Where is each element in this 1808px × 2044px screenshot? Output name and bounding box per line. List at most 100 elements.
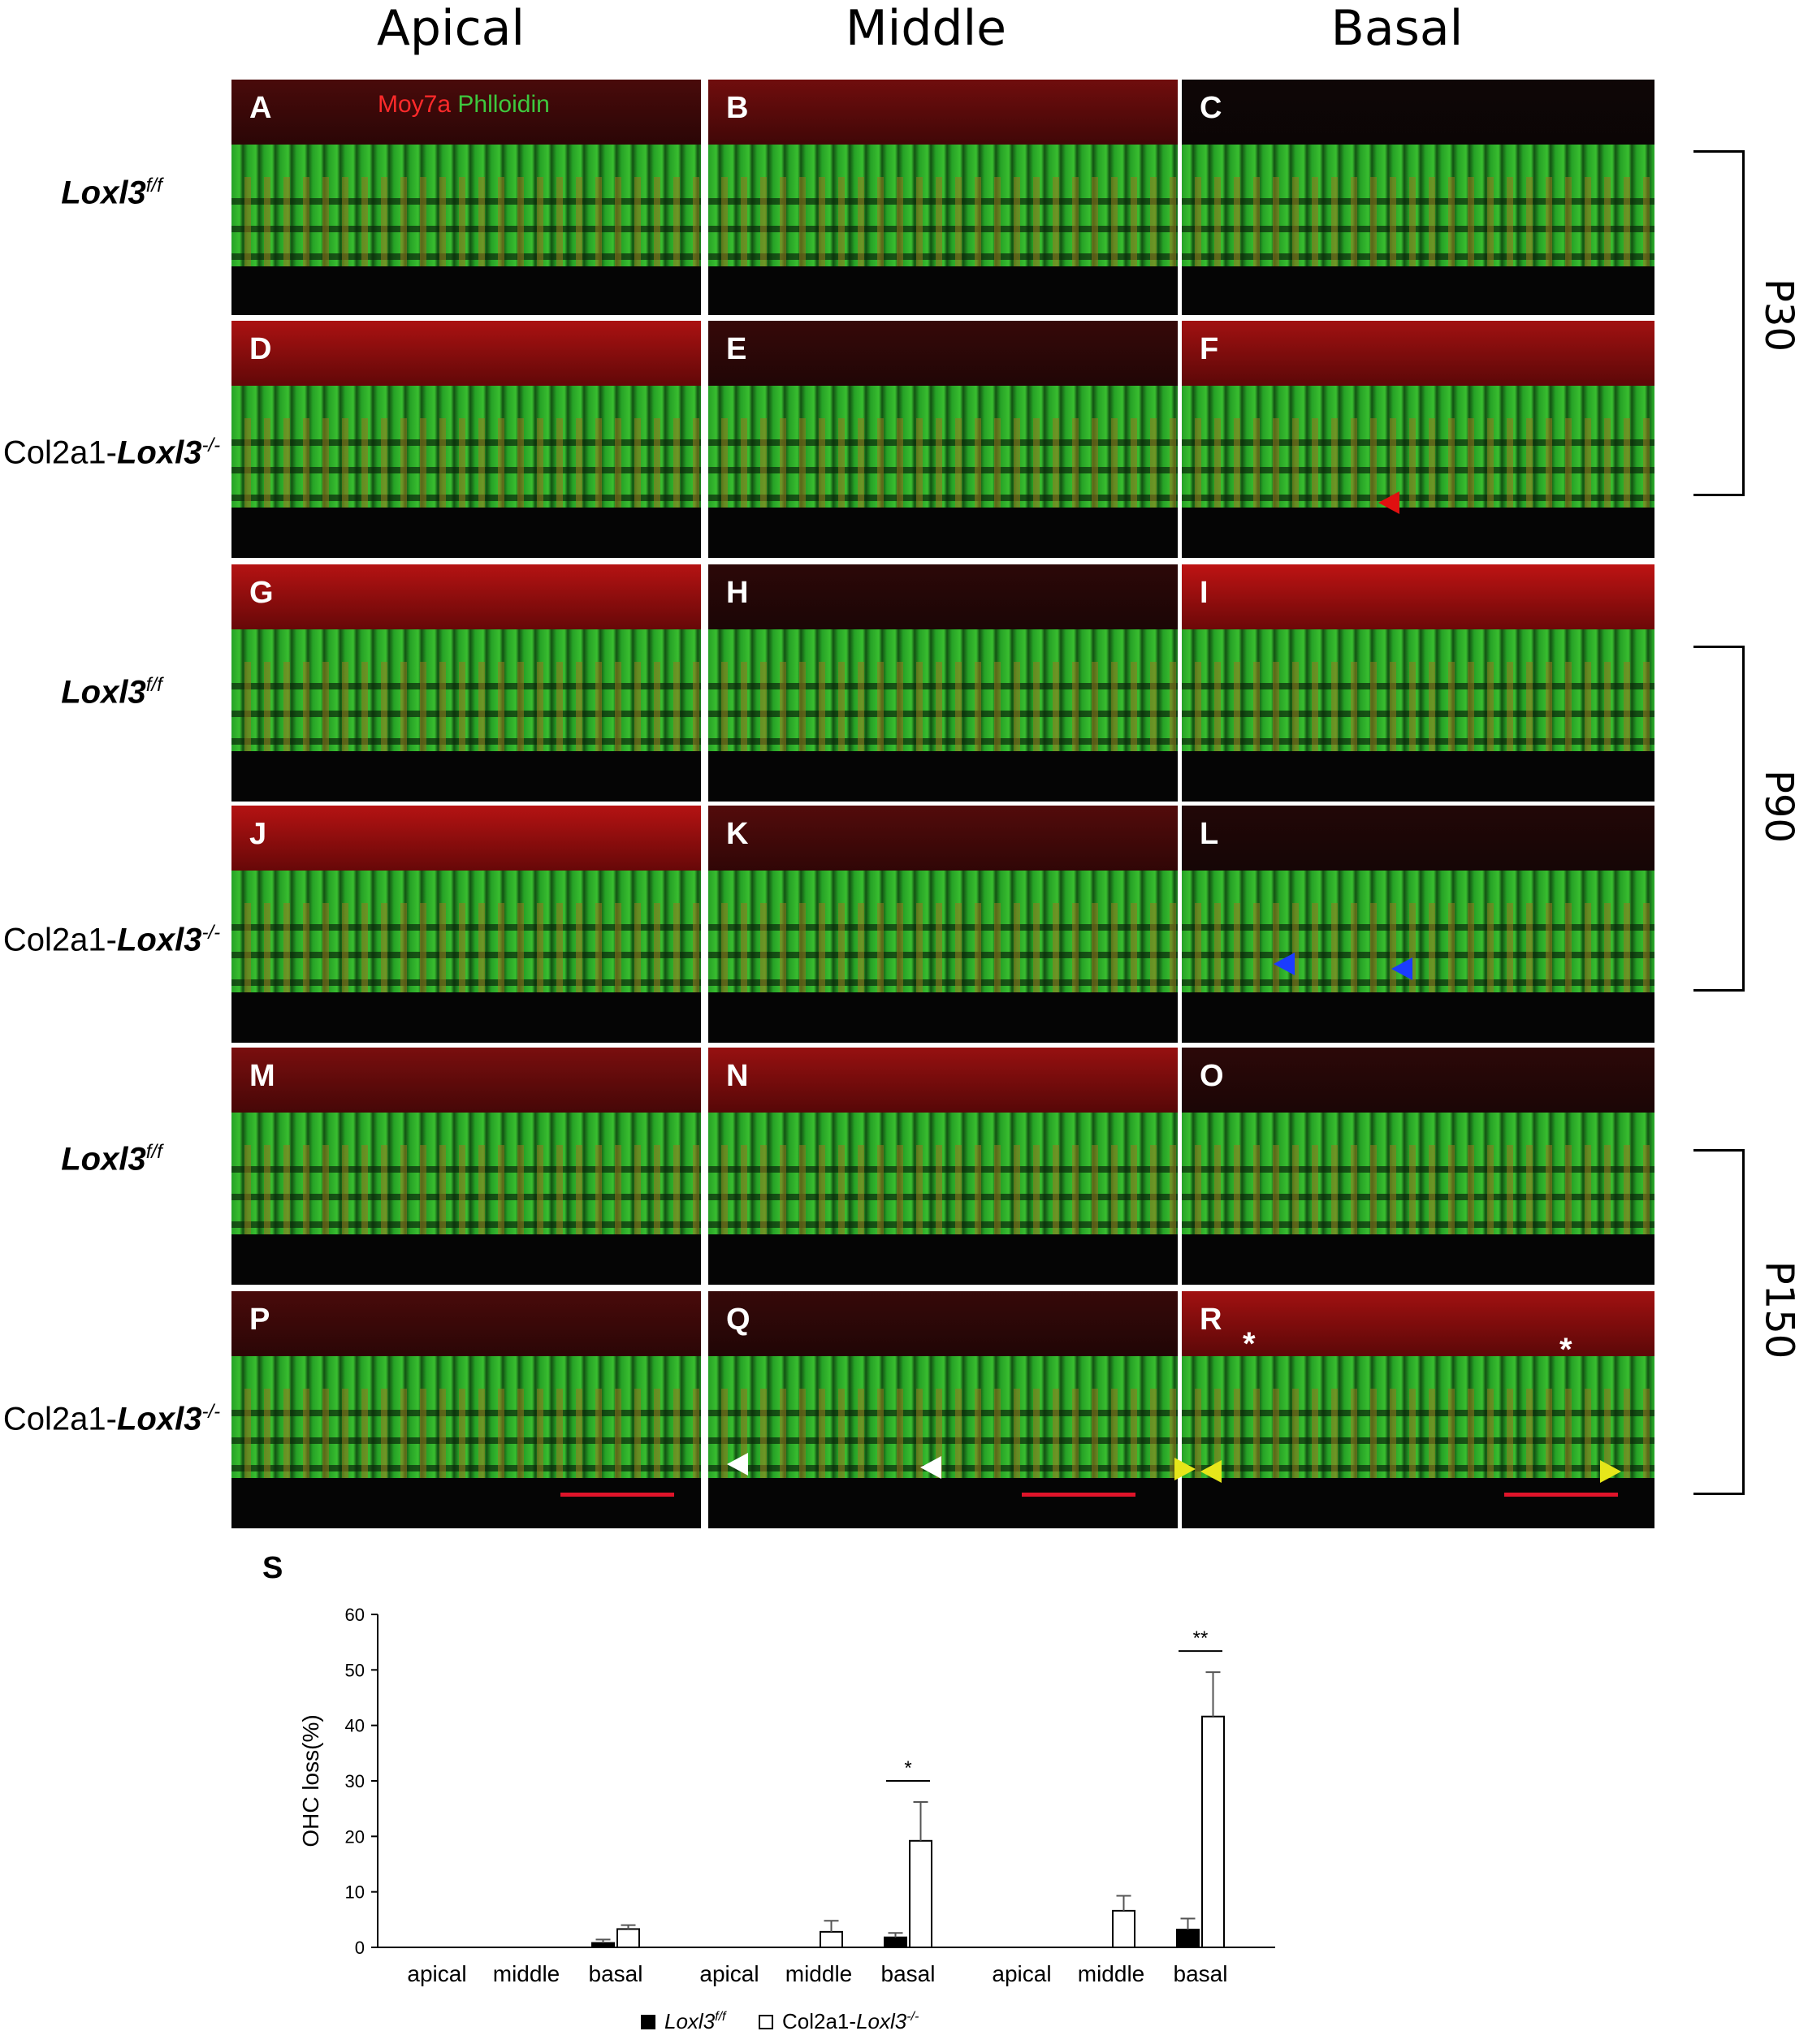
micrograph-panel-p: P — [231, 1291, 701, 1528]
panel-letter: G — [249, 576, 274, 610]
hair-cell-rows — [1182, 418, 1654, 508]
hair-cell-rows — [708, 1389, 1178, 1478]
x-category-label: middle — [1078, 1961, 1144, 1986]
x-category-label: apical — [992, 1961, 1051, 1986]
bracket-p90 — [1693, 646, 1745, 992]
hair-cell-rows — [1182, 662, 1654, 751]
hair-cell-rows — [231, 1145, 701, 1234]
micrograph-panel-c: C — [1182, 80, 1654, 315]
row-label-6: Col2a1-Loxl3-/- — [2, 1401, 221, 1437]
chart-panel-label: S — [262, 1551, 283, 1585]
legend-swatch — [759, 2015, 773, 2029]
panel-letter: H — [726, 576, 749, 610]
ihc-red-band — [708, 1291, 1178, 1356]
panel-letter: A — [249, 91, 272, 125]
row-label-5: Loxl3f/f — [61, 1141, 162, 1178]
x-category-label: apical — [407, 1961, 466, 1986]
x-category-label: basal — [1174, 1961, 1228, 1986]
ihc-red-band — [1182, 80, 1654, 145]
ihc-red-band — [231, 806, 701, 871]
hair-cell-rows — [708, 418, 1178, 508]
scale-bar — [560, 1493, 674, 1497]
x-category-label: middle — [785, 1961, 852, 1986]
bar-middle-1 — [820, 1930, 843, 1949]
stain-legend-red: Moy7a — [378, 91, 452, 118]
ihc-red-band — [1182, 1291, 1654, 1356]
y-tick-label: 30 — [345, 1771, 365, 1791]
panel-letter: R — [1200, 1303, 1222, 1337]
micrograph-panel-j: J — [231, 806, 701, 1043]
hair-cell-rows — [708, 903, 1178, 992]
bar-middle-1 — [1112, 1909, 1135, 1948]
legend-entry: Loxl3f/f — [664, 2009, 727, 2033]
column-header-apical: Apical — [376, 0, 526, 57]
blue-arrowhead — [1274, 953, 1295, 975]
hair-cell-rows — [708, 1145, 1178, 1234]
row-label-1: Loxl3f/f — [61, 175, 162, 211]
y-tick-label: 20 — [345, 1826, 365, 1847]
y-tick-label: 50 — [345, 1660, 365, 1680]
ihc-red-band — [708, 80, 1178, 145]
panel-letter: O — [1200, 1059, 1224, 1093]
yellow-arrowhead — [1200, 1460, 1222, 1483]
hair-cell-rows — [231, 177, 701, 266]
yellow-arrowhead — [1600, 1460, 1621, 1483]
x-category-label: middle — [493, 1961, 560, 1986]
y-tick-label: 0 — [355, 1938, 365, 1958]
y-tick-label: 40 — [345, 1716, 365, 1736]
significance-marker: * — [904, 1757, 911, 1779]
hair-cell-rows — [1182, 177, 1654, 266]
ihc-red-band — [708, 564, 1178, 629]
panel-letter: I — [1200, 576, 1209, 610]
hair-cell-rows — [231, 903, 701, 992]
hair-cell-rows — [1182, 1145, 1654, 1234]
micrograph-panel-b: B — [708, 80, 1178, 315]
micrograph-panel-q: Q — [708, 1291, 1178, 1528]
ihc-red-band — [231, 564, 701, 629]
time-label-p150: P150 — [1756, 1260, 1802, 1359]
micrograph-panel-n: N — [708, 1048, 1178, 1285]
legend-entry: Col2a1-Loxl3-/- — [782, 2009, 919, 2033]
legend-swatch — [641, 2015, 655, 2029]
micrograph-panel-h: H — [708, 564, 1178, 802]
micrograph-panel-r: R — [1182, 1291, 1654, 1528]
hair-cell-rows — [231, 1389, 701, 1478]
ihc-red-band — [708, 1048, 1178, 1113]
red-arrowhead — [1378, 491, 1399, 514]
bar-basal-0 — [1176, 1929, 1200, 1948]
hair-cell-rows — [1182, 1389, 1654, 1478]
ihc-red-band — [1182, 1048, 1654, 1113]
row-label-4: Col2a1-Loxl3-/- — [2, 922, 221, 958]
ihc-red-band — [1182, 564, 1654, 629]
column-header-basal: Basal — [1330, 0, 1464, 57]
micrograph-panel-k: K — [708, 806, 1178, 1043]
panel-letter: Q — [726, 1303, 750, 1337]
hair-cell-rows — [1182, 903, 1654, 992]
hair-cell-rows — [708, 177, 1178, 266]
bracket-p150 — [1693, 1149, 1745, 1495]
y-axis-label: OHC loss(%) — [298, 1714, 323, 1847]
panel-letter: E — [726, 332, 747, 366]
ihc-red-band — [708, 321, 1178, 386]
panel-letter: M — [249, 1059, 275, 1093]
ihc-red-band — [231, 1291, 701, 1356]
x-category-label: apical — [699, 1961, 759, 1986]
ihc-red-band — [231, 1048, 701, 1113]
panel-letter: N — [726, 1059, 749, 1093]
hair-cell-rows — [231, 418, 701, 508]
micrograph-panel-i: I — [1182, 564, 1654, 802]
time-label-p90: P90 — [1756, 769, 1802, 844]
stain-legend: Moy7a Phlloidin — [378, 91, 550, 119]
ihc-red-band — [708, 806, 1178, 871]
x-category-label: basal — [589, 1961, 643, 1986]
bar-basal-1 — [616, 1928, 640, 1949]
y-tick-label: 10 — [345, 1882, 365, 1903]
micrograph-panel-g: G — [231, 564, 701, 802]
ihc-red-band — [231, 80, 701, 145]
micrograph-panel-m: M — [231, 1048, 701, 1285]
y-tick-label: 60 — [345, 1605, 365, 1625]
panel-letter: P — [249, 1303, 270, 1337]
asterisk-marker: * — [1559, 1332, 1572, 1368]
bar-basal-0 — [884, 1936, 907, 1949]
micrograph-panel-o: O — [1182, 1048, 1654, 1285]
